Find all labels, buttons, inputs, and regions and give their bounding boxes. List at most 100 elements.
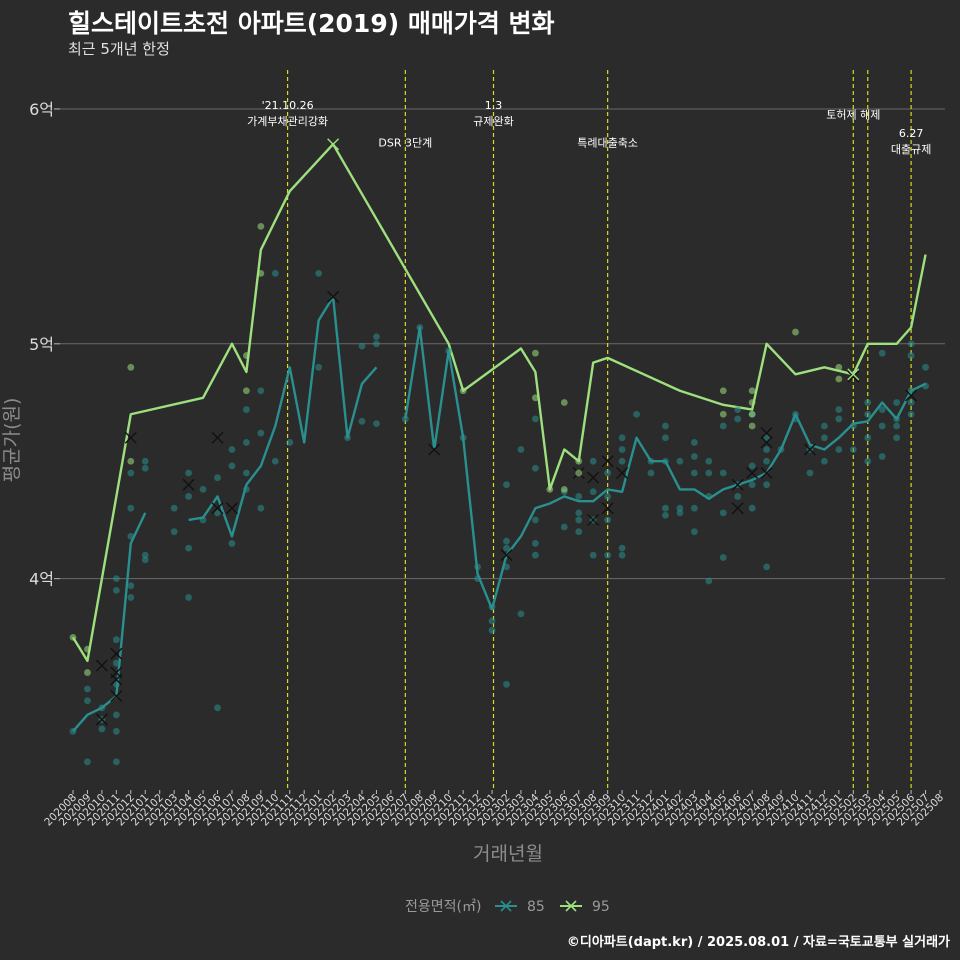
data-point-85 (503, 563, 510, 571)
event-label: DSR 3단계 (378, 137, 432, 150)
legend-title: 전용면적(㎡) (405, 899, 481, 915)
line-layer (71, 142, 927, 733)
data-point-85 (271, 457, 279, 465)
chart-title: 힐스테이트초전 아파트(2019) 매매가격 변화 (68, 9, 555, 38)
cross-marker-85 (95, 713, 108, 726)
data-point-95 (575, 469, 583, 477)
data-point-85 (835, 446, 843, 453)
event-label: 가계부채관리강화 (247, 115, 328, 128)
data-point-95 (748, 422, 756, 430)
data-point-85 (199, 516, 207, 524)
event-label: '21.10.26 (262, 99, 314, 112)
data-point-85 (127, 582, 135, 590)
data-point-85 (127, 469, 135, 477)
cross-marker-85 (500, 549, 513, 562)
data-point-85 (112, 711, 120, 719)
data-point-85 (907, 410, 915, 418)
grid-layer (60, 108, 945, 580)
data-point-85 (185, 544, 193, 552)
data-point-85 (690, 528, 698, 536)
cross-marker-85 (601, 502, 614, 515)
legend-key-cross-85 (500, 900, 512, 912)
data-point-85 (112, 586, 120, 594)
data-point-95 (560, 399, 568, 406)
cross-marker-85 (587, 513, 600, 526)
x-axis-title: 거래년월 (473, 843, 543, 865)
data-point-85 (690, 504, 698, 512)
data-point-85 (907, 399, 915, 406)
data-point-85 (271, 269, 279, 277)
data-point-85 (878, 422, 886, 430)
data-point-85 (69, 727, 77, 735)
data-point-95 (127, 457, 135, 465)
event-label: 규제완화 (473, 115, 513, 128)
data-point-85 (864, 457, 872, 465)
data-point-85 (214, 474, 221, 482)
data-point-85 (532, 516, 539, 524)
data-point-85 (373, 340, 380, 348)
data-point-85 (517, 446, 525, 453)
data-point-85 (488, 617, 496, 625)
axis-layer: 4억5억6억2020082020092020102020112020122021… (29, 100, 946, 829)
data-point-85 (344, 434, 351, 442)
cross-marker-85 (110, 666, 123, 679)
data-point-85 (488, 626, 496, 634)
data-point-85 (893, 434, 901, 442)
data-point-85 (676, 504, 684, 512)
legend: 전용면적(㎡) 85 95 (405, 899, 610, 915)
data-point-95 (719, 410, 727, 418)
data-point-85 (488, 603, 496, 611)
data-point-95 (792, 328, 799, 336)
data-point-85 (112, 659, 120, 667)
data-point-85 (170, 504, 178, 512)
data-point-85 (777, 446, 785, 453)
data-point-85 (792, 410, 799, 418)
data-point-85 (532, 540, 539, 547)
data-point-85 (373, 420, 380, 428)
data-point-85 (792, 415, 799, 423)
data-point-85 (734, 406, 742, 413)
data-point-85 (214, 704, 221, 712)
data-point-85 (618, 551, 626, 559)
cross-marker-85 (731, 478, 744, 491)
data-point-85 (734, 493, 742, 500)
data-point-85 (705, 493, 713, 500)
data-point-85 (907, 352, 915, 359)
y-tick-label: 6억 (29, 100, 54, 119)
data-point-95 (243, 352, 250, 359)
data-point-85 (445, 347, 453, 355)
data-point-85 (604, 551, 612, 559)
data-point-85 (141, 464, 149, 472)
data-point-85 (112, 680, 120, 688)
data-point-85 (878, 349, 886, 357)
event-label: 토허제 해제 (826, 107, 880, 121)
data-point-85 (618, 434, 626, 442)
data-point-85 (806, 469, 814, 477)
data-point-85 (763, 481, 770, 489)
y-tick-label: 5억 (29, 335, 54, 354)
cross-marker-85 (225, 502, 238, 515)
y-tick-label: 4억 (29, 570, 54, 589)
data-point-85 (560, 523, 568, 531)
data-point-85 (662, 511, 669, 519)
cross-marker-95 (327, 138, 340, 151)
data-point-85 (474, 563, 481, 571)
data-point-85 (763, 446, 770, 453)
cross-marker-85 (760, 436, 773, 449)
data-point-95 (719, 387, 727, 395)
data-point-85 (112, 758, 120, 766)
data-point-85 (517, 610, 525, 618)
data-point-85 (503, 544, 510, 552)
cross-marker-85 (110, 690, 123, 703)
data-point-95 (575, 457, 583, 465)
data-point-85 (922, 363, 929, 371)
data-point-85 (604, 469, 612, 477)
data-point-85 (243, 469, 250, 477)
data-point-85 (185, 469, 193, 477)
cross-marker-85 (760, 466, 773, 479)
data-point-85 (922, 382, 929, 390)
data-point-85 (589, 488, 597, 496)
data-point-85 (705, 469, 713, 477)
